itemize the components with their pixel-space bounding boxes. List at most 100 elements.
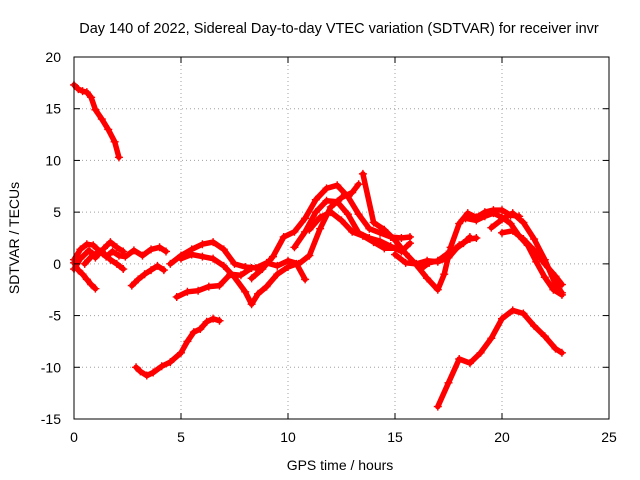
data-point <box>194 286 203 295</box>
data-point <box>177 254 185 263</box>
series-line <box>71 82 122 161</box>
data-point <box>519 218 528 227</box>
series-track-1 <box>70 80 123 162</box>
data-point <box>247 274 256 283</box>
data-point <box>391 250 399 259</box>
data-point <box>241 287 250 296</box>
data-point <box>269 252 278 261</box>
data-point <box>110 137 119 146</box>
data-point <box>147 266 156 275</box>
data-point <box>305 251 314 260</box>
series-track-6 <box>127 261 168 290</box>
data-point <box>358 231 367 240</box>
data-point <box>166 259 175 268</box>
data-point <box>247 263 256 272</box>
data-point <box>455 219 464 228</box>
data-series <box>70 80 566 411</box>
data-point <box>442 250 451 259</box>
data-point <box>82 88 91 97</box>
data-point <box>343 210 352 219</box>
data-point <box>84 246 93 255</box>
x-tick-label: 0 <box>70 429 78 445</box>
data-point <box>136 367 145 376</box>
data-point <box>97 247 106 256</box>
data-point <box>440 270 449 279</box>
series-line <box>360 171 522 293</box>
data-point <box>311 195 320 204</box>
data-point <box>254 289 263 298</box>
plot-frame <box>73 56 610 420</box>
data-point <box>498 314 506 323</box>
data-point <box>348 227 357 236</box>
data-point <box>80 259 89 268</box>
data-point <box>262 282 271 291</box>
data-point <box>78 270 87 279</box>
series-track-19 <box>487 209 566 297</box>
data-point <box>463 209 472 218</box>
data-point <box>380 244 389 253</box>
data-point <box>540 273 549 282</box>
data-point <box>405 239 414 248</box>
data-point <box>76 245 85 254</box>
series-track-16 <box>416 232 474 274</box>
data-point <box>433 256 442 265</box>
data-point <box>337 193 346 202</box>
data-point <box>159 266 168 275</box>
data-point <box>444 378 453 387</box>
data-point <box>487 334 496 343</box>
data-point <box>508 209 517 218</box>
series-track-20 <box>498 226 566 289</box>
y-tick-label: 10 <box>45 152 61 168</box>
data-point <box>147 245 156 254</box>
data-point <box>333 197 342 206</box>
data-point <box>416 265 425 274</box>
y-tick-label: 20 <box>45 49 61 65</box>
data-point <box>230 273 239 282</box>
data-point <box>376 228 385 237</box>
series-track-10 <box>177 250 310 309</box>
data-point <box>209 238 218 247</box>
data-point <box>540 332 549 341</box>
data-point <box>215 281 224 290</box>
data-point <box>401 258 410 267</box>
data-point <box>236 271 245 280</box>
data-point <box>465 232 474 241</box>
data-point <box>487 223 496 232</box>
data-point <box>82 240 91 249</box>
y-tick-label: -15 <box>41 411 61 427</box>
data-point <box>284 262 292 271</box>
data-point <box>455 355 464 364</box>
data-point <box>157 362 166 371</box>
series-line <box>129 263 167 289</box>
data-point <box>322 184 331 193</box>
data-point <box>106 238 115 247</box>
data-point <box>530 235 539 244</box>
series-track-7 <box>132 314 224 380</box>
data-point <box>166 358 175 367</box>
x-tick-label: 25 <box>601 429 617 445</box>
series-track-18 <box>461 209 566 299</box>
data-point <box>425 258 434 267</box>
data-point <box>149 368 158 377</box>
data-point <box>380 225 389 234</box>
data-point <box>78 87 87 96</box>
data-point <box>258 265 267 274</box>
data-point <box>89 241 98 250</box>
data-point <box>508 226 517 235</box>
data-point <box>549 285 558 294</box>
data-point <box>183 287 192 296</box>
data-point <box>177 348 185 357</box>
data-point <box>433 285 442 294</box>
data-point <box>290 227 299 236</box>
data-point <box>498 228 506 237</box>
data-point <box>433 402 442 411</box>
data-point <box>76 254 85 263</box>
data-point <box>87 93 96 102</box>
data-point <box>540 259 549 268</box>
data-point <box>354 210 363 219</box>
data-point <box>119 247 128 256</box>
data-point <box>74 85 83 94</box>
data-point <box>82 275 91 284</box>
data-point <box>358 169 367 178</box>
data-point <box>301 214 310 223</box>
